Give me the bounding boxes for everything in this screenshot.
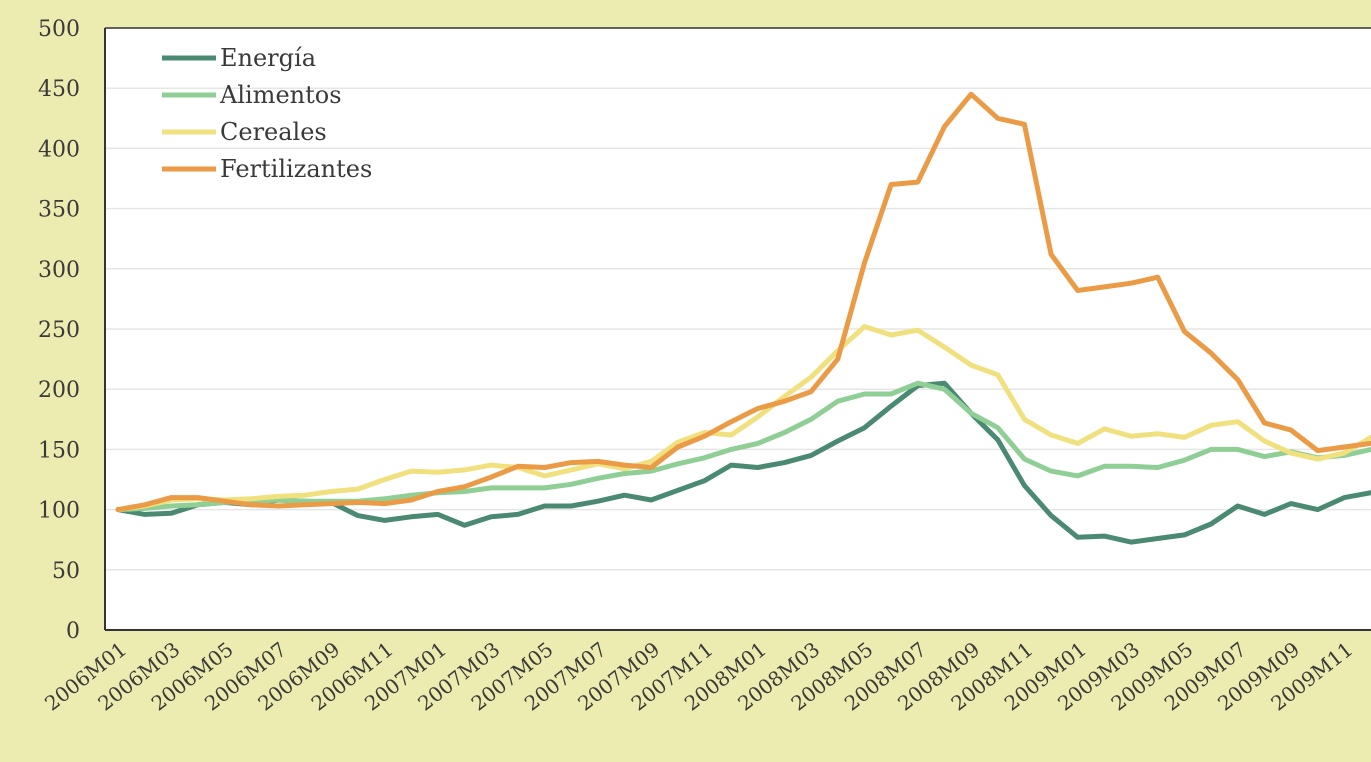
axes xyxy=(104,27,1371,631)
legend-label: Fertilizantes xyxy=(220,155,372,183)
y-tick-label: 450 xyxy=(38,77,80,102)
series-line-cereales xyxy=(115,324,1371,513)
y-tick-label: 100 xyxy=(38,499,80,524)
y-tick-label: 400 xyxy=(38,137,80,162)
y-tick-label: 150 xyxy=(38,438,80,463)
x-tick-labels: 2006M012006M032006M052006M072006M092006M… xyxy=(40,637,1357,716)
y-tick-label: 0 xyxy=(66,619,80,644)
legend-label: Cereales xyxy=(220,118,327,146)
legend: Energía Alimentos Cereales Fertilizantes xyxy=(162,44,372,183)
y-tick-label: 250 xyxy=(38,318,80,343)
y-tick-label: 300 xyxy=(38,258,80,283)
y-tick-label: 500 xyxy=(38,17,80,42)
y-tick-label: 350 xyxy=(38,198,80,223)
legend-label: Alimentos xyxy=(219,81,342,109)
y-tick-label: 200 xyxy=(38,378,80,403)
series-line-alimentos xyxy=(115,380,1371,513)
y-tick-labels: 0 50 100 150 200 250 300 350 400 450 500 xyxy=(38,17,80,644)
y-tick-label: 50 xyxy=(52,559,80,584)
series-line-fertilizantes xyxy=(115,91,1371,513)
legend-label: Energía xyxy=(220,44,316,72)
series-lines xyxy=(115,91,1371,545)
